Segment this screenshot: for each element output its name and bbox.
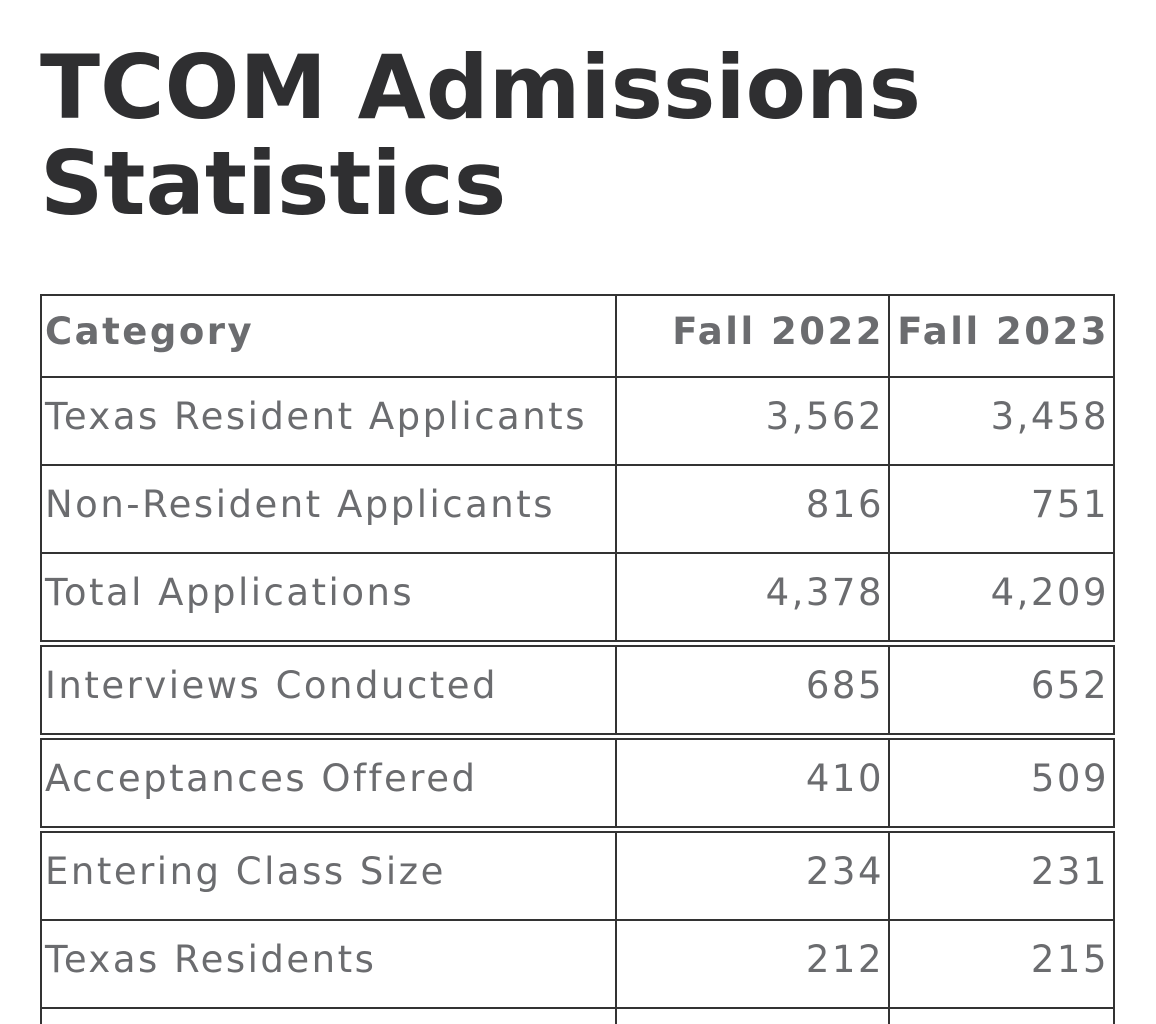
row-label: Non-Residents xyxy=(40,1007,617,1024)
column-header-fall-2023: Fall 2023 xyxy=(888,294,1115,378)
table-row: Texas Resident Applicants 3,562 3,458 xyxy=(40,376,1115,466)
cell-fall-2023: 16 xyxy=(888,1007,1115,1024)
table-row: Acceptances Offered 410 509 xyxy=(40,733,1115,831)
cell-fall-2023: 231 xyxy=(888,826,1115,921)
row-label: Acceptances Offered xyxy=(40,733,617,831)
cell-fall-2022: 22 xyxy=(615,1007,890,1024)
page-title: TCOM Admissions Statistics xyxy=(40,36,921,235)
table-row: Total Applications 4,378 4,209 xyxy=(40,552,1115,645)
row-label: Total Applications xyxy=(40,552,617,645)
table-row: Entering Class Size 234 231 xyxy=(40,826,1115,921)
table-row: Interviews Conducted 685 652 xyxy=(40,640,1115,738)
cell-fall-2023: 3,458 xyxy=(888,376,1115,466)
cell-fall-2022: 410 xyxy=(615,733,890,831)
cell-fall-2023: 509 xyxy=(888,733,1115,831)
table-row: Texas Residents 212 215 xyxy=(40,919,1115,1009)
table-row: Non-Resident Applicants 816 751 xyxy=(40,464,1115,554)
row-label: Texas Resident Applicants xyxy=(40,376,617,466)
cell-fall-2022: 3,562 xyxy=(615,376,890,466)
row-label: Entering Class Size xyxy=(40,826,617,921)
cell-fall-2022: 234 xyxy=(615,826,890,921)
cell-fall-2022: 212 xyxy=(615,919,890,1009)
column-header-fall-2022: Fall 2022 xyxy=(615,294,890,378)
table-header-row: Category Fall 2022 Fall 2023 xyxy=(40,294,1115,378)
column-header-category: Category xyxy=(40,294,617,378)
cell-fall-2023: 652 xyxy=(888,640,1115,738)
admissions-stats-table: Category Fall 2022 Fall 2023 Texas Resid… xyxy=(40,294,1115,1024)
table-row: Non-Residents 22 16 xyxy=(40,1007,1115,1024)
cell-fall-2023: 4,209 xyxy=(888,552,1115,645)
cell-fall-2023: 215 xyxy=(888,919,1115,1009)
row-label: Non-Resident Applicants xyxy=(40,464,617,554)
cell-fall-2022: 816 xyxy=(615,464,890,554)
row-label: Texas Residents xyxy=(40,919,617,1009)
cell-fall-2022: 4,378 xyxy=(615,552,890,645)
cell-fall-2023: 751 xyxy=(888,464,1115,554)
cell-fall-2022: 685 xyxy=(615,640,890,738)
row-label: Interviews Conducted xyxy=(40,640,617,738)
